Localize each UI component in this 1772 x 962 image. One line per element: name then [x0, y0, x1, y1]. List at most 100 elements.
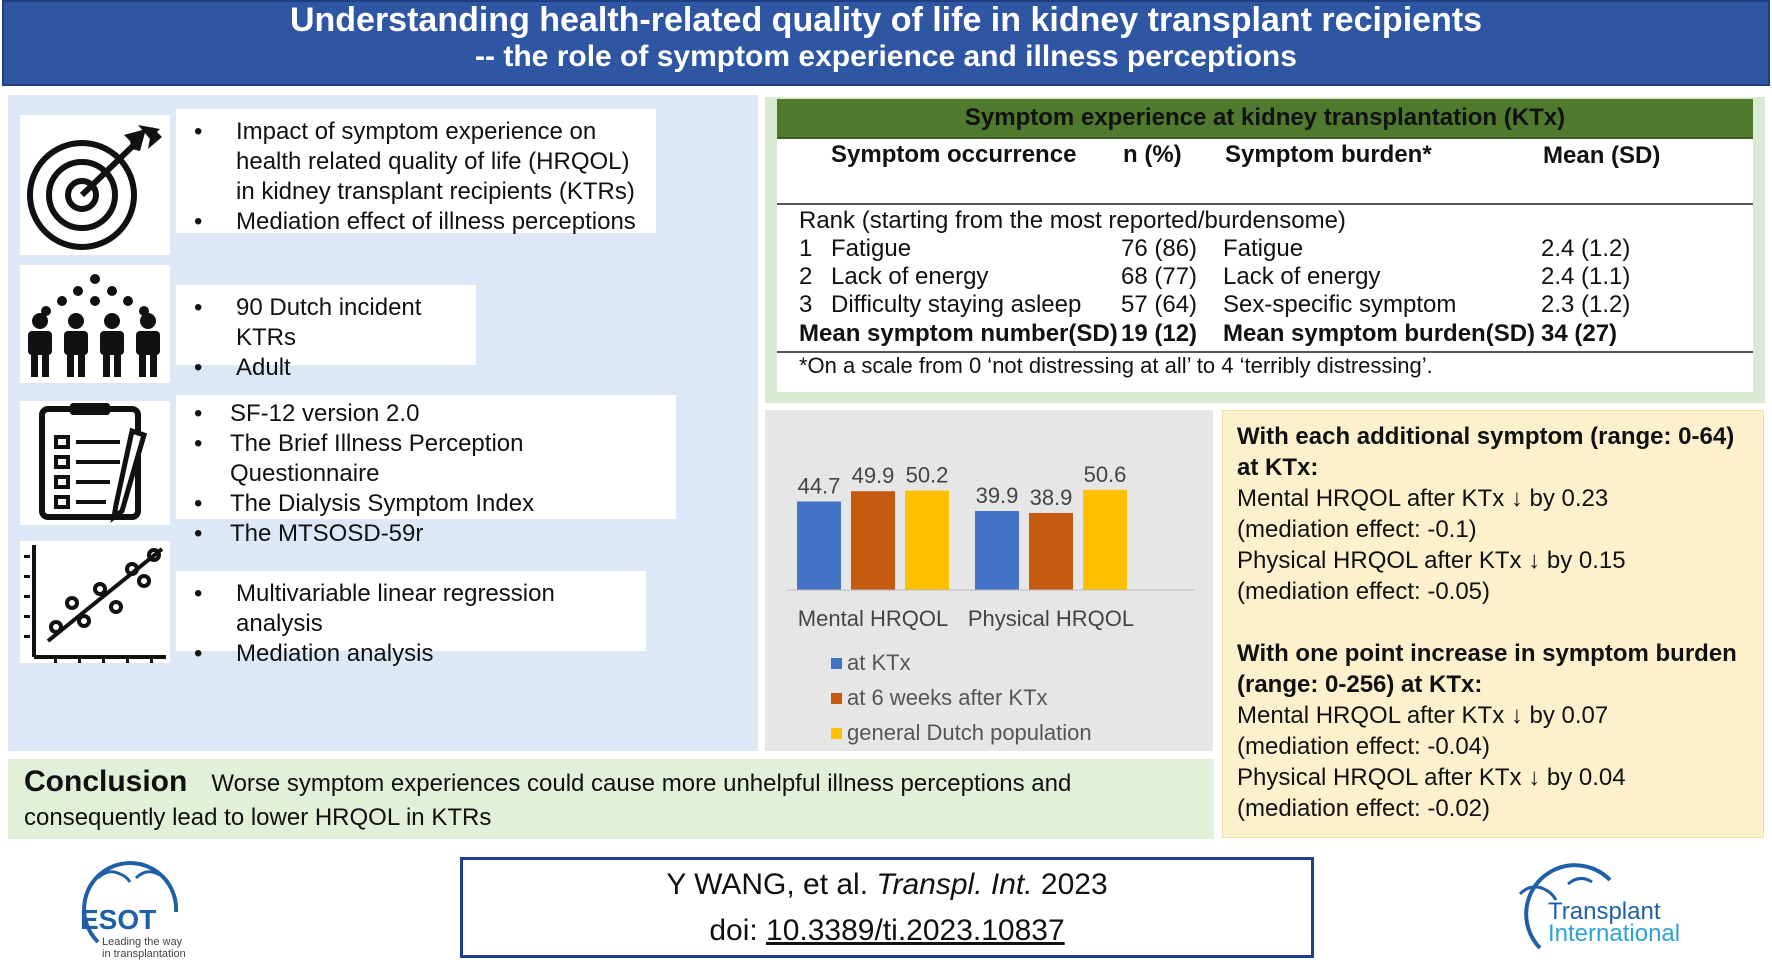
bar-value-label: 50.6 [1084, 462, 1127, 487]
mean-number-label: Mean symptom number(SD) [799, 320, 1118, 347]
methods-panel: Impact of symptom experience on health r… [8, 95, 758, 751]
symptom-cell: Difficulty staying asleep [831, 291, 1082, 318]
result-line: (mediation effect: -0.04) [1237, 733, 1491, 760]
aim-item: Impact of symptom experience on health r… [190, 117, 644, 207]
people-group-icon [20, 265, 170, 383]
result-line: Physical HRQOL after KTx ↓ by 0.15 [1237, 547, 1626, 574]
burden-cell: Lack of energy [1223, 263, 1381, 290]
rank-cell: 3 [799, 291, 813, 318]
result-line: Mental HRQOL after KTx ↓ by 0.07 [1237, 702, 1609, 729]
doi-prefix: doi: [709, 914, 758, 947]
instrument-item: The Brief Illness Perception Questionnai… [190, 429, 664, 489]
checklist-icon [20, 401, 170, 525]
n-cell: 76 (86) [1121, 235, 1198, 262]
citation-journal: Transpl. Int. [876, 868, 1033, 901]
header-burden: Symptom burden* [1225, 141, 1432, 168]
mean-cell: 2.4 (1.1) [1541, 263, 1631, 290]
category-label: Mental HRQOL [798, 606, 948, 631]
instrument-item: The MTSOSD-59r [190, 519, 664, 549]
scatter-plot-icon [20, 541, 170, 663]
rank-cell: 2 [799, 263, 813, 290]
table-divider [777, 351, 1753, 353]
n-cell: 57 (64) [1121, 291, 1198, 318]
bar-value-label: 50.2 [906, 463, 949, 488]
table-row: 1 Fatigue 76 (86) Fatigue 2.4 (1.2) [787, 235, 1753, 263]
legend-swatch [831, 728, 842, 739]
ti-line2: International [1548, 920, 1681, 947]
bar-physical-ktx [975, 510, 1019, 590]
population-box: 90 Dutch incident KTRs Adult [176, 285, 476, 383]
symptom-experience-panel: Symptom experience at kidney transplanta… [765, 97, 1765, 403]
conclusion-text: Worse symptom experiences could cause mo… [24, 770, 1072, 831]
hrqol-chart-panel: 44.7 49.9 50.2 Mental HRQOL 39.9 38.9 50.6 Phys… [765, 410, 1213, 751]
legend-entry: at 6 weeks after KTx [847, 685, 1048, 710]
esot-logo: ESOT Leading the way in transplantation [58, 852, 218, 960]
bar-physical-6weeks [1029, 512, 1073, 590]
citation-line: Y WANG, et al. Transpl. Int. 2023 [463, 862, 1311, 908]
result-line: (mediation effect: -0.05) [1237, 578, 1491, 605]
table-divider [777, 203, 1753, 205]
burden-cell: Fatigue [1223, 235, 1304, 262]
conclusion-box: Conclusion Worse symptom experiences coul… [8, 759, 1214, 839]
result-heading-symptom: With each additional symptom (range: 0-6… [1237, 423, 1735, 481]
burden-cell: Sex-specific symptom [1223, 291, 1457, 318]
esot-tagline: Leading the way [102, 936, 183, 948]
bar-value-label: 49.9 [852, 463, 895, 488]
table-row: 3 Difficulty staying asleep 57 (64) Sex-… [787, 291, 1753, 319]
mean-cell: 2.4 (1.2) [1541, 235, 1631, 262]
summary-row: Mean symptom number(SD) 19 (12) Mean sym… [787, 320, 1753, 348]
analysis-box: Multivariable linear regression analysis… [176, 571, 646, 669]
rank-note: Rank (starting from the most reported/bu… [799, 207, 1346, 234]
symptom-cell: Fatigue [831, 235, 912, 262]
transplant-international-logo: Transplant International [1510, 858, 1730, 958]
bar-physical-population [1083, 489, 1127, 590]
rank-cell: 1 [799, 235, 813, 262]
doi-line: doi: 10.3389/ti.2023.10837 [463, 908, 1311, 954]
mean-number-value: 19 (12) [1121, 320, 1198, 347]
symptom-table-title: Symptom experience at kidney transplanta… [777, 99, 1753, 139]
doi-link[interactable]: 10.3389/ti.2023.10837 [766, 914, 1065, 947]
bar-mental-6weeks [851, 491, 895, 590]
bar-value-label: 44.7 [798, 473, 841, 498]
result-line: Physical HRQOL after KTx ↓ by 0.04 [1237, 764, 1626, 791]
ti-line1: Transplant [1548, 898, 1661, 925]
bar-mental-ktx [797, 501, 841, 590]
bar-value-label: 39.9 [976, 483, 1019, 508]
population-item: Adult [190, 353, 464, 383]
population-item: 90 Dutch incident KTRs [190, 293, 464, 353]
legend-entry: general Dutch population [847, 720, 1092, 745]
poster-header: Understanding health-related quality of … [2, 0, 1770, 86]
result-heading-burden: With one point increase in symptom burde… [1237, 640, 1737, 698]
results-panel: With each additional symptom (range: 0-6… [1222, 410, 1764, 838]
target-icon [20, 115, 170, 255]
mean-burden-label: Mean symptom burden(SD) [1223, 320, 1536, 347]
symptom-table: Symptom experience at kidney transplanta… [777, 99, 1753, 392]
hrqol-bar-chart: 44.7 49.9 50.2 Mental HRQOL 39.9 38.9 50.6 Phys… [787, 462, 1195, 745]
result-line: (mediation effect: -0.02) [1237, 795, 1491, 822]
citation-year: 2023 [1040, 868, 1108, 901]
result-line: Mental HRQOL after KTx ↓ by 0.23 [1237, 485, 1609, 512]
header-occurrence: Symptom occurrence [831, 141, 1077, 168]
mean-burden-value: 34 (27) [1541, 320, 1618, 347]
result-line: (mediation effect: -0.1) [1237, 516, 1477, 543]
bar-value-label: 38.9 [1030, 485, 1073, 510]
aims-box: Impact of symptom experience on health r… [176, 109, 656, 237]
mean-cell: 2.3 (1.2) [1541, 291, 1631, 318]
page-subtitle: -- the role of symptom experience and il… [475, 40, 1297, 73]
header-mean: Mean (SD) [1543, 142, 1661, 169]
table-footnote: *On a scale from 0 ‘not distressing at a… [799, 353, 1433, 378]
page-title: Understanding health-related quality of … [289, 1, 1483, 39]
aim-item: Mediation effect of illness perceptions [190, 207, 644, 237]
category-label: Physical HRQOL [968, 606, 1134, 631]
analysis-item: Mediation analysis [190, 639, 634, 669]
citation-authors: Y WANG, et al. [666, 868, 869, 901]
header-n: n (%) [1123, 141, 1182, 168]
table-header-row: Symptom occurrence n (%) Symptom burden*… [777, 141, 1753, 201]
esot-tagline: in transplantation [102, 948, 186, 960]
legend-entry: at KTx [847, 650, 911, 675]
chart-content: 44.7 49.9 50.2 Mental HRQOL 39.9 38.9 50.6 Phys… [787, 462, 1195, 745]
symptom-cell: Lack of energy [831, 263, 989, 290]
table-row: 2 Lack of energy 68 (77) Lack of energy … [787, 263, 1753, 291]
citation-box: Y WANG, et al. Transpl. Int. 2023 doi: 1… [460, 857, 1314, 958]
esot-name: ESOT [80, 904, 157, 935]
